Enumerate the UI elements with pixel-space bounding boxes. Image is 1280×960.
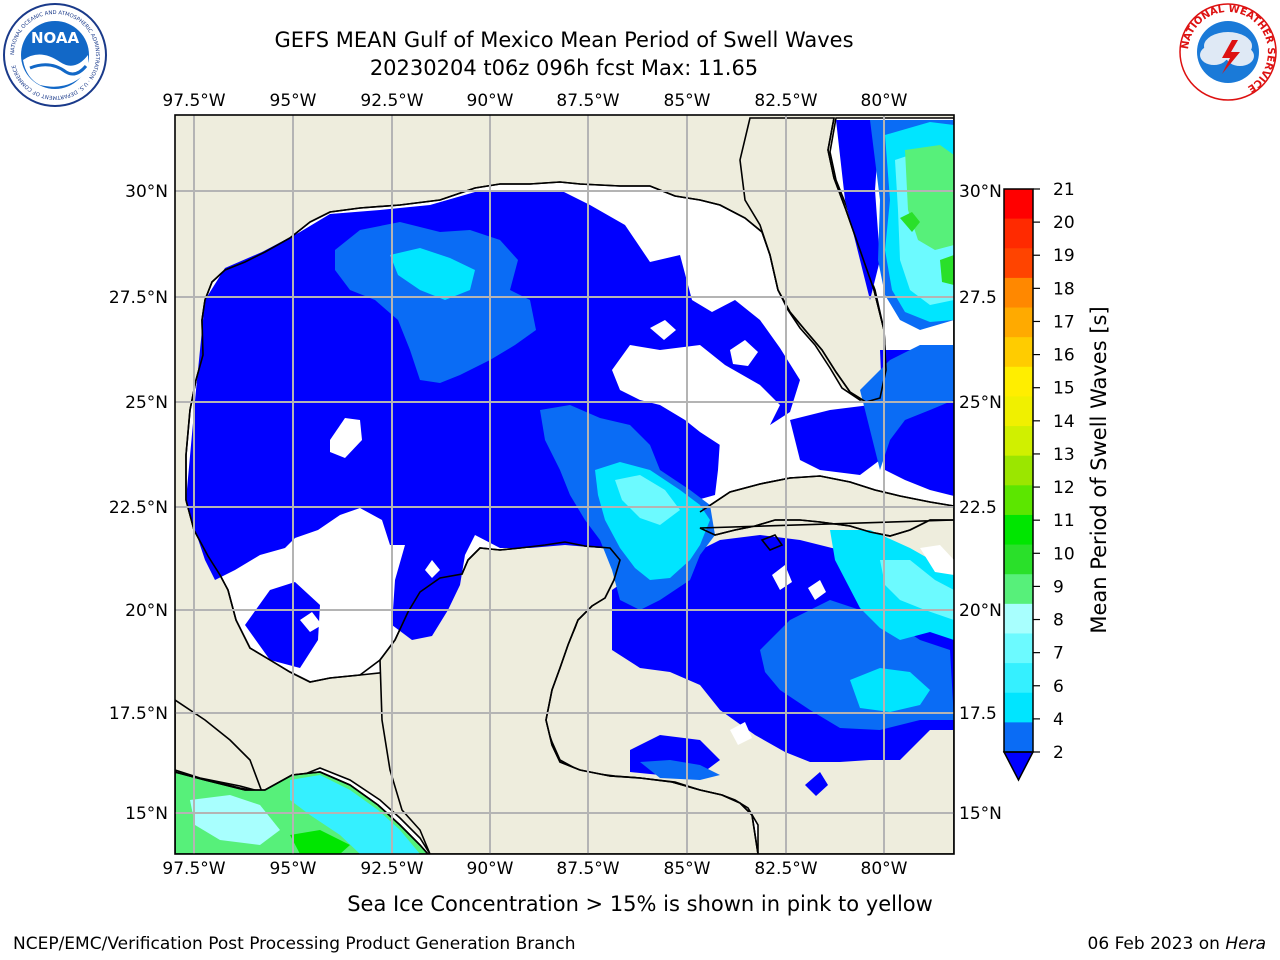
colorbar-segment (1004, 633, 1033, 664)
lat-label-right: 17.5 (959, 704, 997, 724)
colorbar-tick-label: 12 (1053, 478, 1075, 498)
colorbar-segment (1004, 396, 1033, 427)
colorbar-tick-label: 17 (1053, 312, 1075, 332)
colorbar-segment (1004, 663, 1033, 694)
lat-label-right: 27.5 (959, 288, 997, 308)
footer-date: 06 Feb 2023 on Hera (1088, 934, 1266, 954)
map-panel (175, 115, 954, 854)
colorbar-tick-label: 7 (1053, 644, 1064, 664)
lon-label-bottom: 95°W (270, 859, 317, 879)
lon-label-bottom: 82.5°W (754, 859, 817, 879)
colorbar-frame (1003, 188, 1034, 753)
pacific-green-patch (290, 830, 350, 854)
noaa-logo: NOAA NATIONAL OCEANIC AND ATMOSPHERIC AD… (3, 3, 107, 107)
footer-credit: NCEP/EMC/Verification Post Processing Pr… (13, 934, 576, 954)
colorbar-segment (1004, 544, 1033, 575)
lon-label-bottom: 92.5°W (360, 859, 423, 879)
colorbar-segment (1004, 455, 1033, 486)
lat-label-left: 30°N (125, 182, 168, 202)
colorbar-tick-label: 8 (1053, 611, 1064, 631)
colorbar-tick-label: 4 (1053, 710, 1064, 730)
colorbar-segment (1004, 337, 1033, 368)
lon-label-bottom: 90°W (467, 859, 514, 879)
colorbar-segment (1004, 218, 1033, 249)
lon-label-top: 90°W (467, 91, 514, 111)
colorbar-segment (1004, 307, 1033, 338)
colorbar-segment (1004, 574, 1033, 605)
colorbar-segment (1004, 189, 1033, 220)
lon-label-bottom: 80°W (861, 859, 908, 879)
colorbar-tick-label: 11 (1053, 511, 1075, 531)
lon-label-bottom: 85°W (664, 859, 711, 879)
colorbar-tick-label: 18 (1053, 279, 1075, 299)
colorbar-segment (1004, 603, 1033, 634)
colorbar-tick-label: 16 (1053, 346, 1075, 366)
lon-label-bottom: 87.5°W (556, 859, 619, 879)
lon-label-bottom: 97.5°W (162, 859, 225, 879)
lat-label-left: 20°N (125, 601, 168, 621)
colorbar-segment (1004, 248, 1033, 279)
lon-label-top: 95°W (270, 91, 317, 111)
colorbar-tick-label: 19 (1053, 246, 1075, 266)
footer-host: Hera (1225, 934, 1266, 954)
colorbar-tick-label: 9 (1053, 577, 1064, 597)
lon-label-top: 87.5°W (556, 91, 619, 111)
pacific-cyan-band (290, 775, 420, 854)
lon-labels-top: 97.5°W 95°W 92.5°W 90°W 87.5°W 85°W 82.5… (162, 91, 907, 111)
lat-label-left: 17.5°N (109, 704, 168, 724)
footer-date-text: 06 Feb 2023 on (1088, 934, 1226, 954)
lon-label-top: 82.5°W (754, 91, 817, 111)
colorbar-tick-label: 14 (1053, 412, 1075, 432)
lon-label-top: 97.5°W (162, 91, 225, 111)
colorbar-segment (1004, 514, 1033, 546)
colorbar-segment (1004, 277, 1033, 309)
lat-labels-left: 30°N 27.5°N 25°N 22.5°N 20°N 17.5°N 15°N (109, 182, 168, 824)
colorbar-tick-label: 6 (1053, 677, 1064, 697)
colorbar-tick-label: 20 (1053, 213, 1075, 233)
colorbar-tick-label: 10 (1053, 544, 1075, 564)
lat-label-left: 15°N (125, 804, 168, 824)
lat-label-right: 25°N (959, 393, 1002, 413)
nws-logo: NATIONAL WEATHER SERVICE (1179, 3, 1277, 101)
chart-title: GEFS MEAN Gulf of Mexico Mean Period of … (274, 28, 853, 52)
noaa-logo-text: NOAA (31, 29, 80, 47)
swell-green-field (900, 145, 954, 285)
colorbar-segment (1004, 426, 1033, 457)
lat-label-right: 30°N (959, 182, 1002, 202)
lon-labels-bottom: 97.5°W 95°W 92.5°W 90°W 87.5°W 85°W 82.5… (162, 859, 907, 879)
lat-label-left: 27.5°N (109, 288, 168, 308)
colorbar-tick-label: 2 (1053, 743, 1064, 763)
lat-label-right: 22.5 (959, 498, 997, 518)
colorbar-tick-label: 13 (1053, 445, 1075, 465)
lat-label-right: 20°N (959, 601, 1002, 621)
lat-labels-right: 30°N 27.5 25°N 22.5 20°N 17.5 15°N (959, 182, 1002, 824)
map-frame (174, 114, 955, 855)
lon-label-top: 85°W (664, 91, 711, 111)
colorbar-segment (1004, 722, 1033, 753)
lon-label-top: 80°W (861, 91, 908, 111)
colorbar-segment (1004, 485, 1033, 516)
colorbar-segment (1004, 366, 1033, 397)
graticule (175, 115, 954, 854)
lon-label-top: 92.5°W (360, 91, 423, 111)
lat-label-left: 25°N (125, 393, 168, 413)
colorbar-extend-arrow (1002, 751, 1035, 782)
colorbar-label: Mean Period of Swell Waves [s] (1087, 306, 1111, 633)
sea-ice-note: Sea Ice Concentration > 15% is shown in … (347, 892, 933, 916)
lat-label-left: 22.5°N (109, 498, 168, 518)
lat-label-right: 15°N (959, 804, 1002, 824)
colorbar: 2 4 6 7 8 9 10 11 12 13 14 15 16 17 18 19 20 21 (1002, 180, 1075, 782)
pacific-light-patch (190, 795, 280, 845)
colorbar-segment (1004, 692, 1033, 723)
colorbar-tick-label: 21 (1053, 180, 1075, 200)
colorbar-tick-label: 15 (1053, 379, 1075, 399)
chart-subtitle: 20230204 t06z 096h fcst Max: 11.65 (370, 56, 758, 80)
